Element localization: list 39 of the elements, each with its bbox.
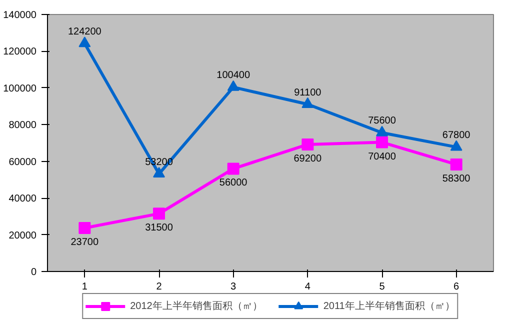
y-tick-label: 20000 [8, 230, 37, 242]
x-tick-label: 1 [82, 282, 88, 292]
point [78, 222, 91, 234]
point [153, 208, 165, 220]
y-tick-label: 60000 [8, 156, 37, 168]
point [376, 126, 388, 136]
data-label: 75600 [368, 116, 396, 127]
point [227, 162, 240, 175]
point [78, 36, 91, 48]
x-tick-label: 3 [230, 282, 237, 292]
x-tick-label: 5 [379, 282, 386, 292]
y-tick-label: 100000 [3, 83, 37, 94]
x-tick-label: 4 [304, 282, 311, 292]
legend-label: 2011年上半年销售面积（㎡） [323, 300, 455, 313]
point [450, 140, 462, 151]
data-label: 69200 [294, 153, 322, 164]
data-label: 124200 [68, 26, 102, 38]
y-tick-label: 80000 [8, 120, 37, 132]
data-label: 91100 [294, 87, 322, 98]
y-tick-label: 40000 [8, 194, 37, 205]
data-label: 56000 [219, 178, 248, 189]
data-label: 100400 [216, 70, 250, 82]
point [450, 158, 462, 170]
y-tick-label: 0 [30, 267, 37, 278]
point [302, 138, 314, 150]
point [153, 166, 165, 178]
data-label: 23700 [70, 236, 100, 248]
x-tick-label: 2 [156, 282, 162, 292]
point [227, 80, 240, 91]
data-label: 67800 [442, 130, 471, 142]
point [302, 97, 314, 108]
legend-label: 2012年上半年销售面积（㎡） [130, 300, 262, 313]
y-tick-label: 140000 [3, 10, 37, 21]
y-tick-label: 120000 [3, 46, 37, 58]
data-label: 70400 [368, 151, 396, 162]
data-label: 31500 [145, 222, 174, 234]
point [376, 136, 388, 148]
data-label: 58300 [442, 173, 471, 184]
x-tick-label: 6 [454, 282, 460, 292]
